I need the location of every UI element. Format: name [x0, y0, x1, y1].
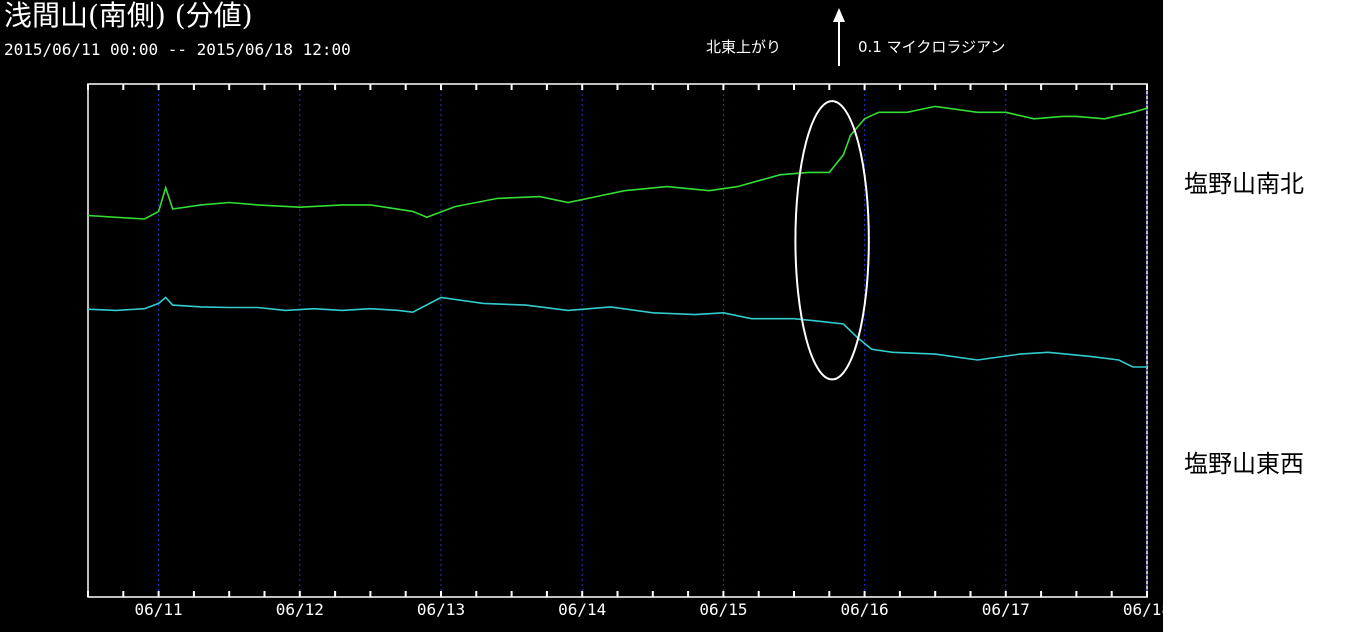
- series-label-ew: 塩野山東西: [1184, 450, 1304, 478]
- chart-panel: 浅間山(南側) (分値) 2015/06/11 00:00 -- 2015/06…: [0, 0, 1163, 632]
- chart-svg: 06/11 06/12 06/13 06/14 06/15 06/16 06/17 06/18: [87, 8, 1163, 619]
- x-tick-label: 06/17: [982, 600, 1030, 619]
- x-tick-label: 06/16: [841, 600, 889, 619]
- plot-frame: [87, 83, 1148, 598]
- up-arrow-icon-head: [833, 8, 845, 22]
- x-tick-label: 06/12: [276, 600, 324, 619]
- period-text: 2015/06/11 00:00 -- 2015/06/18 12:00: [4, 40, 351, 59]
- series-line-1: [87, 296, 1147, 368]
- series-line-0: [87, 105, 1148, 220]
- x-tick-label: 06/13: [417, 600, 465, 619]
- x-tick-label: 06/18: [1123, 600, 1163, 619]
- chart-title: 浅間山(南側) (分値): [4, 0, 253, 32]
- series-label-ns: 塩野山南北: [1184, 170, 1304, 198]
- x-tick-label: 06/11: [135, 600, 183, 619]
- x-tick-label: 06/14: [558, 600, 606, 619]
- scale-direction-label: 北東上がり: [706, 38, 782, 56]
- x-tick-label: 06/15: [699, 600, 747, 619]
- highlight-ellipse: [794, 100, 870, 381]
- scale-amount-label: 0.1 マイクロラジアン: [858, 38, 1006, 56]
